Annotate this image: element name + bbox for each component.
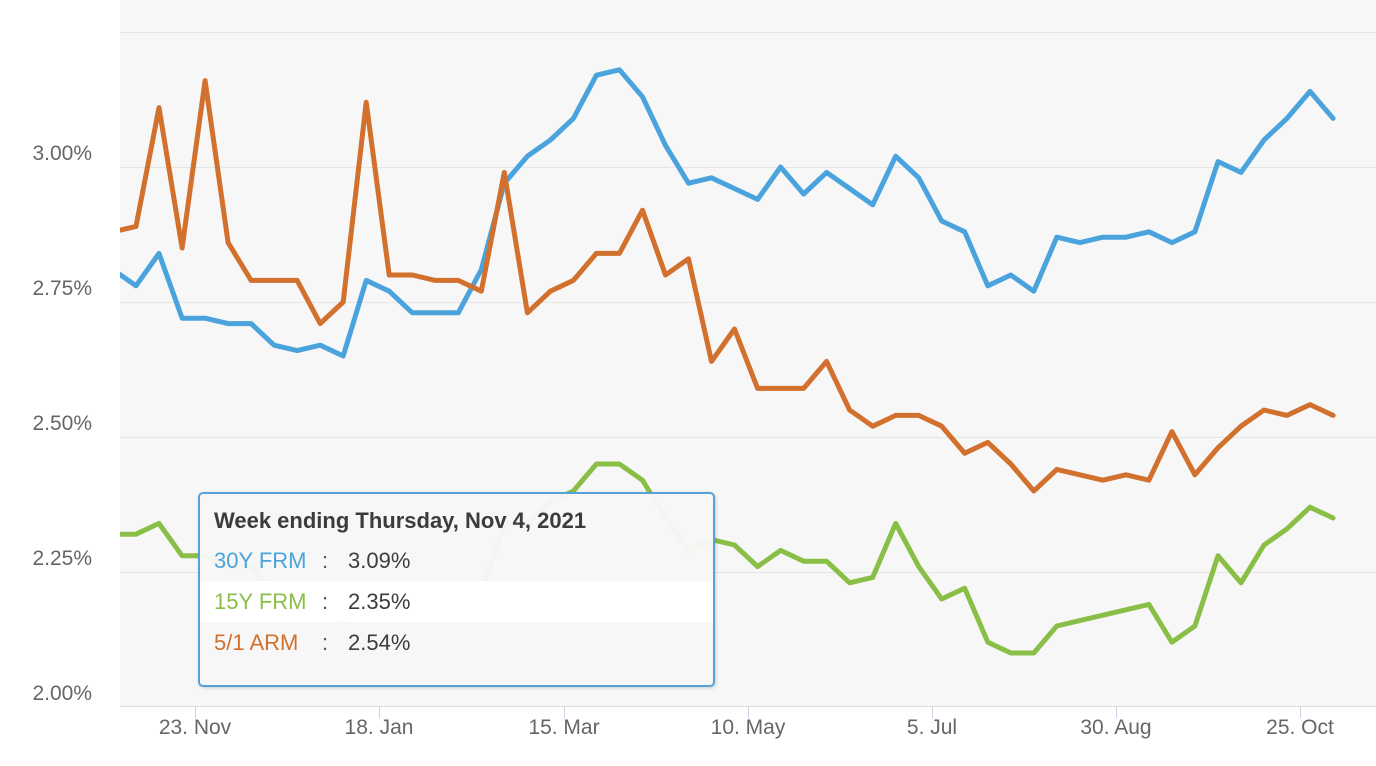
x-axis-label: 10. May [710,716,786,739]
series-line-5-1-arm[interactable] [120,78,1336,494]
x-axis-tick [379,707,380,718]
x-axis-tick [748,707,749,718]
series-line-30y-frm[interactable] [120,67,1336,359]
x-axis-label: 25. Oct [1266,716,1334,739]
series-line-15y-frm[interactable] [120,461,1336,656]
y-axis-label: 2.50% [32,412,92,435]
x-axis-label: 5. Jul [906,716,958,739]
y-axis-label: 3.00% [32,142,92,165]
x-axis-tick [1300,707,1301,718]
x-axis-tick [1116,707,1117,718]
x-axis-tick [195,707,196,718]
chart-canvas [120,32,1376,707]
x-axis-label: 18. Jan [344,716,414,739]
x-axis-label: 30. Aug [1080,716,1152,739]
x-axis-tick [564,707,565,718]
y-axis-label: 2.75% [32,277,92,300]
x-axis-label: 23. Nov [158,716,232,739]
x-axis-label: 15. Mar [528,716,600,739]
y-axis-label: 2.00% [32,682,92,705]
x-axis-tick [932,707,933,718]
y-axis-label: 2.25% [32,547,92,570]
